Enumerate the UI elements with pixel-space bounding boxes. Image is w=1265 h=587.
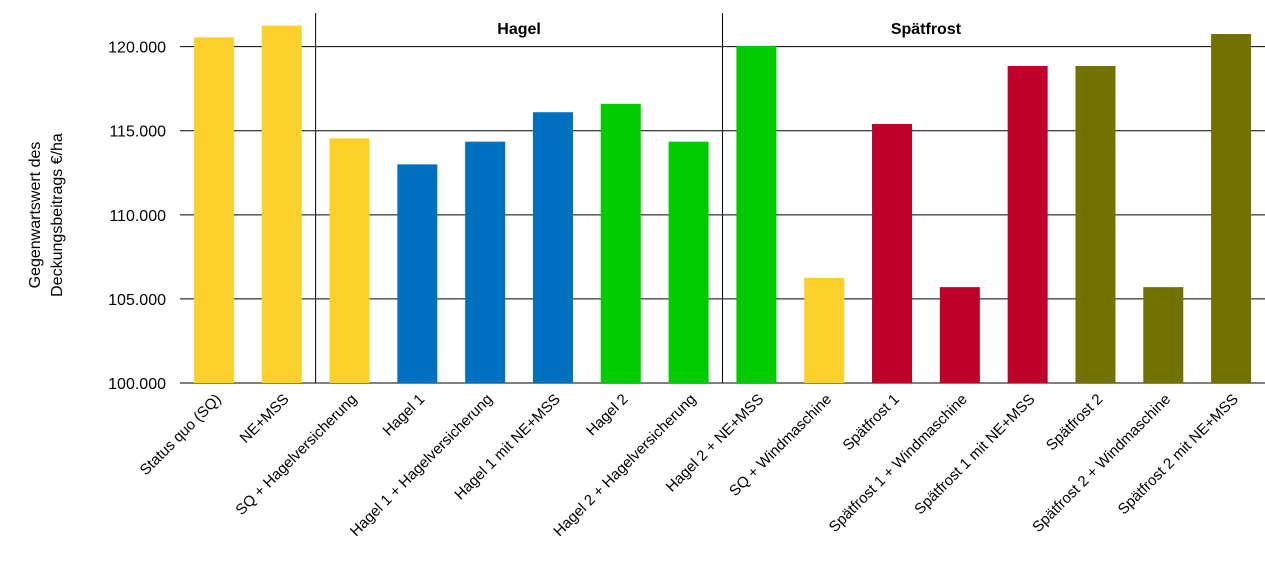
bar	[532, 112, 573, 384]
y-tick-label: 115.000	[109, 124, 166, 141]
bar	[804, 277, 845, 383]
y-axis-label-line-1: Gegenwartswert des	[27, 142, 44, 289]
group-label: Spätfrost	[891, 21, 962, 38]
y-axis-label-line-2: Deckungsbeitrags €/ha	[49, 133, 66, 297]
bar	[1143, 287, 1184, 383]
x-tick-label: Hagel 1 + Hagelversicherung	[347, 391, 496, 540]
x-tick-label: Hagel 2 + Hagelversicherung	[550, 391, 699, 540]
bar	[736, 45, 777, 383]
bar	[397, 164, 438, 383]
x-tick-label: Spätfrost 1	[840, 391, 903, 454]
bar	[600, 103, 641, 384]
bar	[939, 287, 980, 383]
bar	[1007, 65, 1048, 384]
bar	[465, 141, 506, 383]
x-tick-label: Spätfrost 1 mit NE+MSS	[911, 391, 1038, 518]
bar	[329, 138, 370, 383]
group-separators	[315, 13, 723, 383]
x-tick-label: Hagel 1	[380, 391, 429, 440]
x-tick-label: Spätfrost 2 + Windmaschine	[1029, 391, 1174, 536]
bar	[872, 124, 913, 383]
x-tick-label: Status quo (SQ)	[137, 391, 225, 479]
y-axis-label: Gegenwartswert des Deckungsbeitrags €/ha	[27, 133, 66, 297]
bar	[1211, 34, 1252, 383]
bar	[1075, 65, 1116, 384]
x-tick-label: SQ + Hagelversicherung	[232, 391, 360, 519]
bars	[193, 25, 1252, 384]
x-tick-label: Spätfrost 1 + Windmaschine	[826, 391, 971, 536]
bar	[261, 25, 302, 383]
bar	[193, 37, 234, 384]
y-tick-labels: 100.000 105.000 110.000 115.000 120.000	[108, 40, 166, 393]
y-tick-label: 110.000	[109, 208, 166, 225]
x-tick-label: Spätfrost 2	[1043, 391, 1106, 454]
x-tick-label: NE+MSS	[237, 391, 293, 447]
y-tick-label: 120.000	[108, 40, 166, 57]
x-tick-label: Hagel 2	[583, 391, 632, 440]
x-tick-label: Spätfrost 2 mit NE+MSS	[1115, 391, 1242, 518]
y-tick-label: 105.000	[108, 292, 166, 309]
bar	[668, 141, 709, 383]
group-labels: Hagel Spätfrost	[497, 21, 961, 38]
y-tick-label: 100.000	[108, 376, 166, 393]
group-label: Hagel	[497, 21, 541, 38]
